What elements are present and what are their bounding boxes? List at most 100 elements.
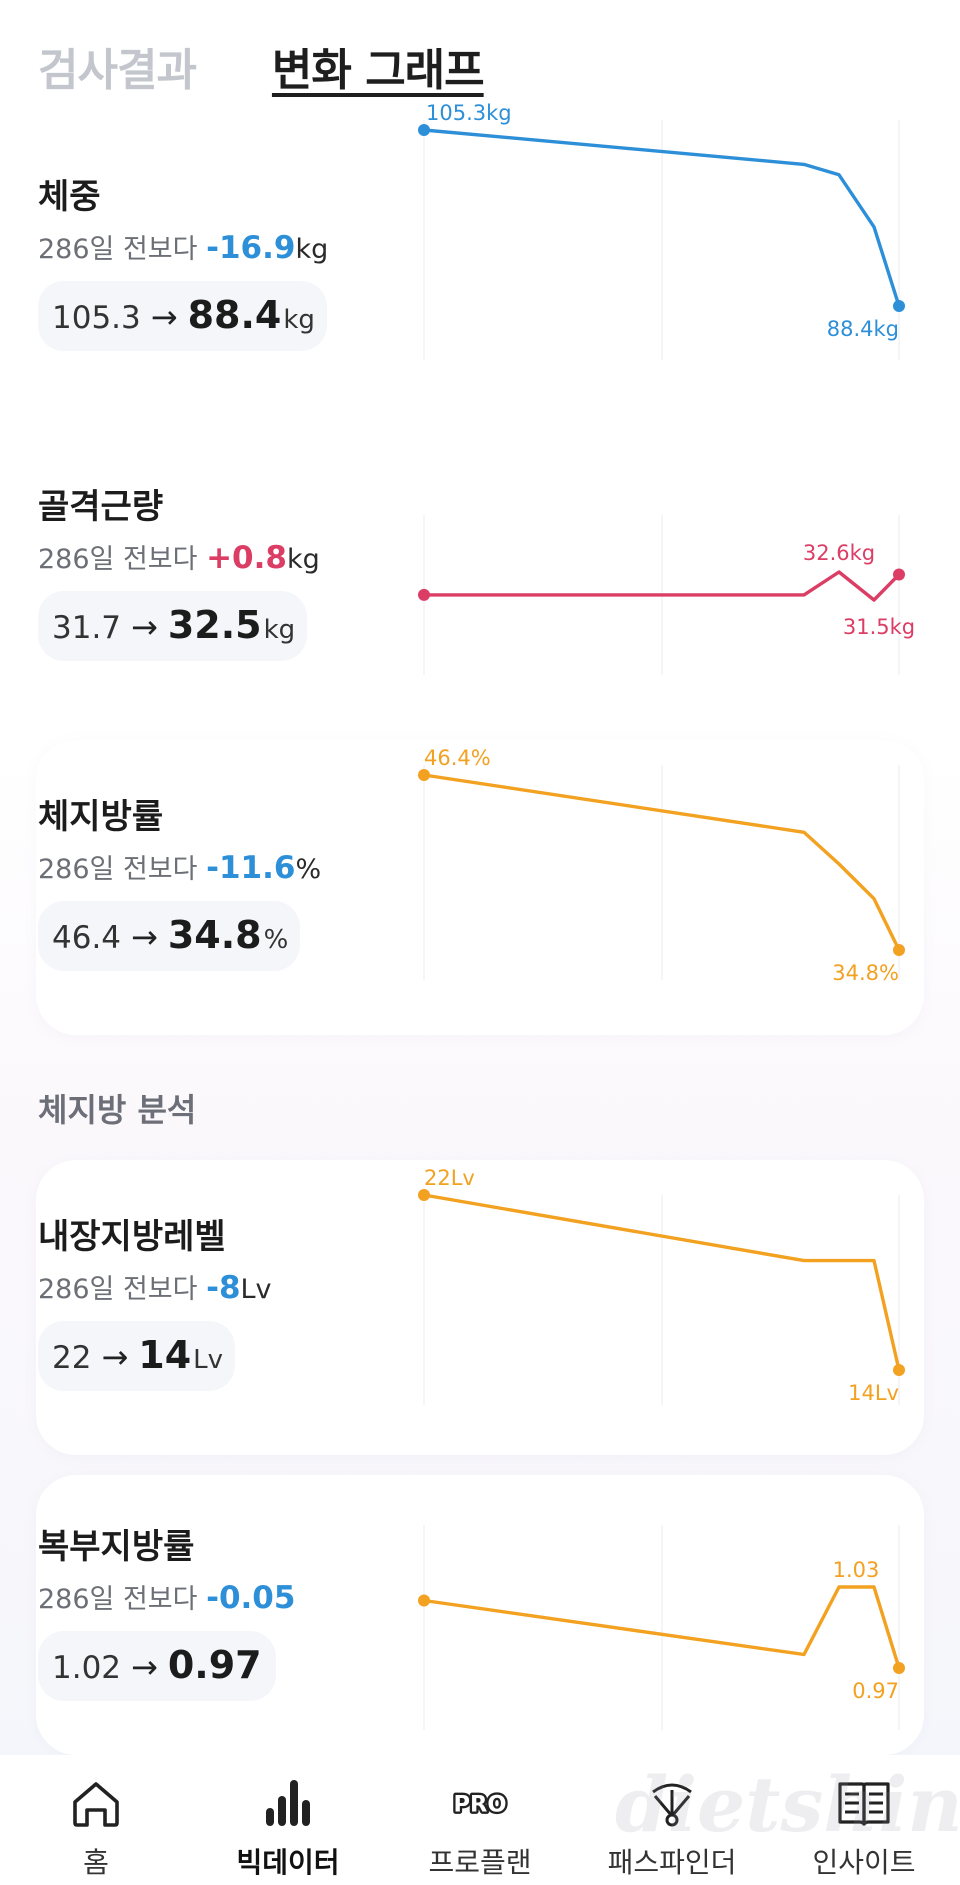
abdominal-fat-trend-chart: 1.03 0.97 [418,1525,905,1730]
data-point [893,300,905,312]
to-unit: % [263,925,289,955]
to-unit: kg [283,305,315,335]
series-line [422,570,901,602]
nav-label: 패스파인더 [607,1846,737,1879]
to-unit: kg [263,615,296,645]
nav-pro-plan[interactable]: PRO 프로플랜 [384,1775,576,1881]
data-label: 0.97 [852,1679,899,1703]
pro-icon: PRO [450,1775,510,1831]
bottom-navigation: 홈 빅데이터 PRO 프로플랜 패스파인더 [0,1755,960,1885]
to-unit: Lv [193,1345,224,1375]
to-value: 34.8 [167,913,262,957]
weight-trend-chart: 105.3kg 88.4kg [418,101,905,360]
data-point [893,568,905,581]
data-label: 31.5kg [843,615,915,639]
to-value: 88.4 [187,293,282,337]
from-value: 46.4 [52,920,122,956]
visceral-fat-trend-chart: 22Lv 14Lv [418,1166,905,1405]
metric-info-weight: 체중 286일 전보다 -16.9kg 105.3 → 88.4 kg [38,175,328,351]
nav-pathfinder[interactable]: 패스파인더 [576,1775,768,1881]
nav-label: 홈 [83,1846,109,1879]
tab-results[interactable]: 검사결과 [38,45,197,96]
data-point [893,1662,905,1674]
to-value: 32.5 [167,603,262,647]
metric-card-body-fat-rate[interactable] [36,740,924,1035]
delta-value: -0.05 [206,1580,296,1616]
delta-value: -11.6 [206,850,296,886]
from-value: 105.3 [52,300,141,336]
data-point [418,124,430,136]
series-line [422,128,901,308]
data-label: 22Lv [424,1166,475,1190]
metric-card-abdominal-fat-rate[interactable] [36,1475,924,1755]
delta-unit: kg [295,234,329,265]
nav-bigdata[interactable]: 빅데이터 [192,1775,384,1881]
data-label: 46.4% [424,746,491,770]
data-label: 88.4kg [827,317,899,341]
metric-name: 체중 [38,177,101,217]
metric-name: 골격근량 [38,487,164,527]
data-label: 14Lv [848,1381,899,1405]
data-label: 105.3kg [426,101,512,125]
metric-name: 복부지방률 [38,1527,195,1567]
skeletal-muscle-trend-chart: 32.6kg 31.5kg [418,515,915,675]
metric-card-visceral-fat-level[interactable] [36,1160,924,1455]
data-point [418,769,430,781]
nav-insight[interactable]: 인사이트 [768,1775,960,1881]
delta-unit: % [295,854,322,885]
series-line [422,1193,901,1372]
metric-delta: 286일 전보다 -16.9kg [38,229,328,267]
delta-days: 286일 전보다 [38,234,198,265]
metric-info-body-fat-rate: 체지방률 286일 전보다 -11.6% 46.4 → 34.8 % [38,795,321,971]
home-icon [66,1775,126,1831]
metric-info-abdominal-fat-rate: 복부지방률 286일 전보다 -0.05 1.02 → 0.97 [38,1525,295,1701]
delta-days: 286일 전보다 [38,1584,198,1615]
delta-days: 286일 전보다 [38,854,198,885]
to-value: 0.97 [167,1643,262,1687]
metric-delta: 286일 전보다 -11.6% [38,849,321,887]
to-value: 14 [138,1333,192,1377]
series-line [422,1585,901,1670]
nav-label: 프로플랜 [428,1846,532,1879]
arrow-right-icon: → [131,608,158,646]
metric-info-skeletal-muscle: 골격근량 286일 전보다 +0.8kg 31.7 → 32.5 kg [38,485,320,661]
bar-chart-icon [258,1775,318,1831]
data-label: 32.6kg [803,541,875,565]
data-point [418,1189,430,1201]
svg-text:PRO: PRO [454,1791,507,1817]
value-change-pill: 105.3 → 88.4 kg [38,281,327,351]
pathfinder-icon [642,1775,702,1831]
body-fat-rate-trend-chart: 46.4% 34.8% [418,746,905,985]
metric-name: 내장지방레벨 [38,1217,226,1257]
delta-value: -8 [206,1270,241,1306]
value-change-pill: 22 → 14 Lv [38,1321,236,1391]
from-value: 31.7 [52,610,122,646]
arrow-right-icon: → [101,1338,129,1376]
value-change-pill: 1.02 → 0.97 [38,1631,276,1701]
metric-delta: 286일 전보다 -0.05 [38,1579,295,1617]
value-change-pill: 46.4 → 34.8 % [38,901,301,971]
from-value: 1.02 [52,1650,122,1686]
arrow-right-icon: → [131,1648,158,1686]
nav-home[interactable]: 홈 [0,1775,192,1881]
delta-unit: kg [286,544,320,575]
delta-days: 286일 전보다 [38,1274,198,1305]
delta-value: -16.9 [206,230,296,266]
delta-unit: Lv [240,1274,272,1305]
section-title: 체지방 분석 [38,1091,197,1129]
data-point [418,588,430,601]
from-value: 22 [52,1340,92,1376]
metric-name: 체지방률 [38,797,164,837]
arrow-right-icon: → [131,918,158,956]
nav-label: 인사이트 [812,1846,916,1879]
tab-change-graph[interactable]: 변화 그래프 [271,45,485,96]
top-tabs: 검사결과 변화 그래프 [38,36,485,96]
delta-value: +0.8 [206,540,287,576]
series-line [422,773,901,952]
metric-info-visceral-fat-level: 내장지방레벨 286일 전보다 -8Lv 22 → 14 Lv [38,1215,272,1391]
data-label: 1.03 [833,1558,880,1582]
metric-delta: 286일 전보다 +0.8kg [38,539,320,577]
data-point [418,1594,430,1607]
value-change-pill: 31.7 → 32.5 kg [38,591,308,661]
data-label: 34.8% [832,961,899,985]
